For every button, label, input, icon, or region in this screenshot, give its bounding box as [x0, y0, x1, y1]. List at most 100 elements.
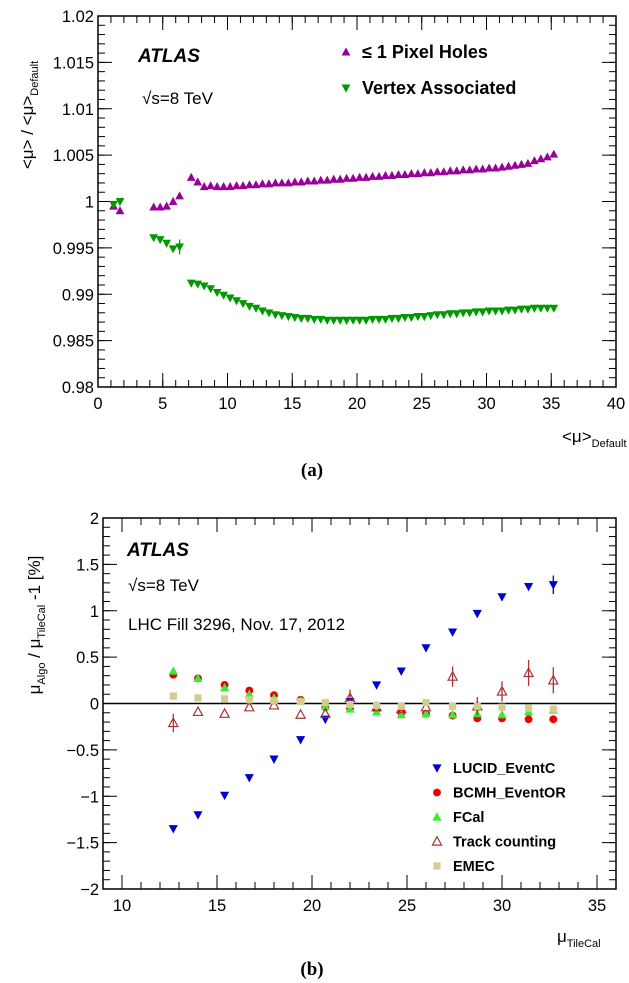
- data-point-vertex-associated: [387, 314, 397, 323]
- data-point-1-pixel-holes: [536, 154, 546, 163]
- data-point-vertex-associated: [458, 309, 468, 318]
- panel-b-marks: [167, 575, 559, 834]
- data-point-lucid-eventc: [524, 583, 534, 592]
- data-point-bcmh-eventor: [524, 715, 533, 724]
- data-point-fcal: [448, 709, 458, 719]
- x-tick-label: 5: [158, 395, 167, 413]
- data-point-lucid-eventc: [296, 736, 306, 745]
- data-point-1-pixel-holes: [465, 165, 475, 174]
- data-point-1-pixel-holes: [452, 166, 462, 175]
- legend-marker-bcmh-eventor: [433, 788, 441, 797]
- data-point-lucid-eventc: [448, 628, 458, 637]
- data-point-1-pixel-holes: [219, 182, 228, 191]
- energy-label-a: √s=8 TeV: [142, 89, 214, 108]
- data-point-vertex-associated: [109, 200, 118, 209]
- data-point-1-pixel-holes: [303, 176, 313, 185]
- data-point-track-counting: [167, 716, 179, 728]
- data-point-track-counting: [496, 685, 508, 696]
- data-point-track-counting: [447, 670, 459, 681]
- y-tick-label: 1: [85, 194, 94, 212]
- y-tick-label: 1.5: [76, 556, 99, 574]
- data-point-emec: [245, 696, 253, 704]
- data-point-vertex-associated: [162, 239, 172, 248]
- x-axis-label-b-sub: TileCal: [567, 938, 601, 950]
- data-point-vertex-associated: [271, 311, 280, 320]
- x-axis-label-a-sub: Default: [592, 438, 627, 450]
- data-point-vertex-associated: [542, 304, 552, 313]
- data-point-vertex-associated: [452, 310, 462, 319]
- y-axis-label-a-main: <μ> / <μ>: [18, 96, 37, 170]
- data-point-vertex-associated: [355, 316, 364, 325]
- y-tick-label: 1.02: [62, 8, 94, 26]
- data-point-vertex-associated: [419, 313, 429, 322]
- legend-marker-fcal: [432, 812, 442, 821]
- data-point-lucid-eventc: [472, 609, 482, 619]
- data-point-emec: [169, 692, 177, 700]
- data-point-vertex-associated: [322, 316, 332, 325]
- data-point-vertex-associated: [374, 315, 384, 324]
- data-point-vertex-associated: [348, 316, 358, 325]
- y-tick-label: 0.985: [53, 333, 94, 351]
- data-point-1-pixel-holes: [193, 177, 203, 186]
- data-point-1-pixel-holes: [186, 172, 196, 181]
- data-point-vertex-associated: [465, 309, 475, 318]
- data-point-vertex-associated: [155, 236, 165, 245]
- x-tick-label: 35: [542, 395, 560, 413]
- data-point-vertex-associated: [168, 245, 178, 254]
- panel-b-tick-labels: 10 15 20 25 30 35 −2 −1.5 −1 −0.5 0 0.5 1 1.5 2: [66, 510, 606, 915]
- data-point-1-pixel-holes: [283, 178, 293, 187]
- atlas-label-b: ATLAS: [126, 540, 189, 561]
- y-tick-label: 2: [90, 510, 99, 528]
- data-point-vertex-associated: [206, 285, 216, 294]
- x-tick-label: 30: [477, 395, 495, 413]
- data-point-emec: [549, 705, 557, 713]
- data-point-vertex-associated: [510, 306, 520, 315]
- data-point-1-pixel-holes: [206, 181, 216, 190]
- y-tick-label: 0.995: [53, 240, 94, 258]
- legend-marker-emec: [433, 862, 441, 870]
- x-axis-label-b-main: μ: [557, 927, 567, 946]
- data-point-vertex-associated: [219, 291, 228, 300]
- y-axis-label-b-p1: Algo: [36, 663, 48, 685]
- data-point-1-pixel-holes: [277, 178, 287, 187]
- legend-marker-vertex-associated: [341, 84, 351, 93]
- data-point-1-pixel-holes: [335, 174, 345, 183]
- x-axis-label-a-main: <μ>: [562, 427, 592, 446]
- y-axis-label-b-p3: TileCal: [36, 605, 48, 639]
- data-point-1-pixel-holes: [394, 170, 403, 179]
- data-point-vertex-associated: [342, 316, 352, 325]
- data-point-emec: [397, 702, 405, 710]
- y-tick-label: −1: [80, 788, 99, 806]
- data-point-1-pixel-holes: [232, 181, 241, 190]
- data-point-track-counting: [192, 705, 204, 717]
- data-point-emec: [473, 702, 481, 710]
- data-point-1-pixel-holes: [400, 170, 410, 179]
- legend-label-track-counting: Track counting: [453, 835, 556, 851]
- data-point-1-pixel-holes: [355, 172, 364, 181]
- data-point-vertex-associated: [517, 305, 526, 314]
- data-point-1-pixel-holes: [322, 175, 332, 184]
- data-point-vertex-associated: [238, 300, 248, 309]
- x-tick-label: 10: [113, 897, 131, 915]
- data-point-1-pixel-holes: [264, 179, 274, 188]
- data-point-lucid-eventc: [396, 667, 406, 676]
- data-point-vertex-associated: [283, 313, 293, 322]
- data-point-vertex-associated: [426, 312, 436, 321]
- y-tick-label: 0: [90, 696, 99, 714]
- y-tick-label: 0.5: [76, 649, 99, 667]
- data-point-vertex-associated: [484, 307, 494, 316]
- x-axis-label-a: <μ>Default: [562, 427, 627, 450]
- data-point-1-pixel-holes: [168, 196, 178, 205]
- data-point-vertex-associated: [445, 310, 455, 319]
- x-tick-label: 25: [413, 395, 431, 413]
- data-point-vertex-associated: [186, 279, 196, 288]
- data-point-vertex-associated: [277, 312, 287, 321]
- x-tick-label: 35: [588, 897, 606, 915]
- data-point-1-pixel-holes: [387, 170, 397, 179]
- data-point-fcal: [396, 709, 406, 719]
- data-point-1-pixel-holes: [348, 173, 358, 182]
- data-point-emec: [422, 698, 430, 707]
- fill-label-b: LHC Fill 3296, Nov. 17, 2012: [128, 615, 345, 634]
- data-point-1-pixel-holes: [491, 163, 500, 172]
- data-point-1-pixel-holes: [290, 177, 300, 186]
